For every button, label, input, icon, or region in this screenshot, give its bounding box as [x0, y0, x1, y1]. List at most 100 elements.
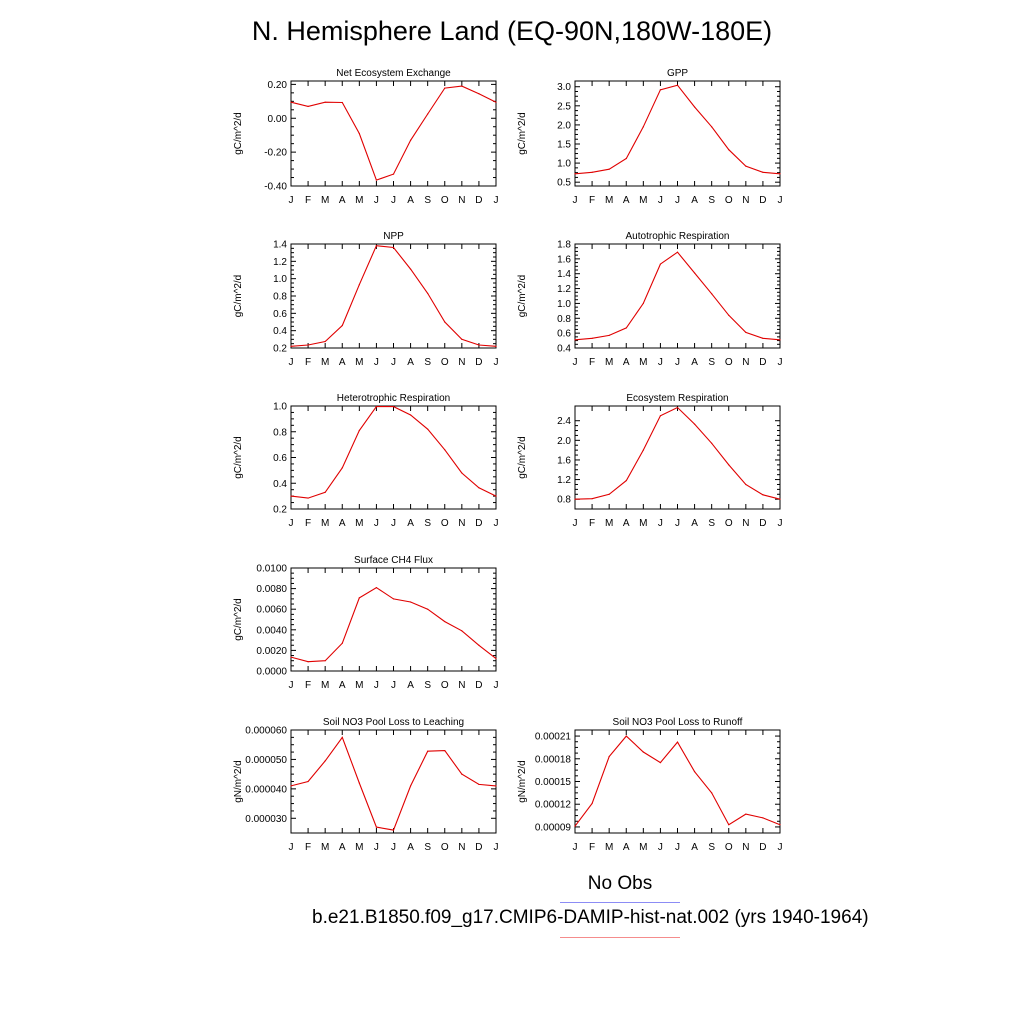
x-tick-label: S — [424, 195, 431, 206]
x-tick-label: F — [305, 680, 311, 691]
x-tick-label: M — [321, 357, 329, 368]
y-tick-label: 0.000030 — [245, 814, 287, 825]
y-tick-label: 1.0 — [557, 159, 571, 170]
data-point — [728, 149, 730, 151]
y-tick-label: 0.6 — [557, 329, 571, 340]
y-tick-label: 1.5 — [557, 140, 571, 151]
y-tick-label: 0.8 — [557, 314, 571, 325]
x-tick-label: J — [391, 195, 396, 206]
data-point — [427, 750, 429, 752]
x-tick-label: A — [623, 842, 630, 853]
data-point — [711, 126, 713, 128]
data-point — [608, 334, 610, 336]
x-tick-label: J — [675, 357, 680, 368]
x-tick-label: D — [475, 842, 482, 853]
x-tick-label: J — [494, 195, 499, 206]
data-point — [676, 84, 679, 86]
data-point — [745, 165, 747, 167]
y-tick-label: 0.8 — [273, 427, 287, 438]
data-point — [392, 173, 395, 175]
data-point — [591, 171, 593, 173]
data-point — [608, 493, 610, 495]
data-point — [495, 658, 497, 660]
x-tick-label: J — [391, 357, 396, 368]
data-point — [762, 337, 764, 339]
data-point — [307, 661, 309, 663]
data-point — [495, 495, 497, 497]
data-point — [495, 101, 497, 103]
x-tick-label: M — [605, 518, 613, 529]
data-point — [642, 126, 644, 128]
data-point — [625, 735, 627, 737]
x-tick-label: O — [441, 842, 449, 853]
x-tick-label: J — [778, 195, 783, 206]
x-tick-label: N — [458, 518, 465, 529]
data-point — [461, 338, 463, 340]
y-tick-label: 0.5 — [557, 178, 571, 189]
data-point — [625, 479, 627, 482]
data-point — [608, 755, 610, 758]
data-point — [762, 494, 764, 496]
y-tick-label: 0.0020 — [256, 646, 287, 657]
data-point — [341, 467, 343, 469]
x-tick-label: S — [424, 680, 431, 691]
x-tick-label: M — [355, 357, 363, 368]
data-point — [307, 497, 309, 499]
x-tick-label: M — [605, 842, 613, 853]
y-tick-label: 1.2 — [557, 475, 571, 486]
data-point — [659, 89, 662, 91]
x-tick-label: J — [658, 195, 663, 206]
x-tick-label: A — [407, 195, 414, 206]
y-tick-label: 1.0 — [273, 274, 287, 285]
data-point — [676, 741, 679, 743]
x-tick-label: M — [639, 195, 647, 206]
data-point — [358, 782, 360, 784]
x-tick-label: S — [424, 518, 431, 529]
x-tick-label: A — [407, 842, 414, 853]
data-point — [409, 785, 412, 787]
data-point — [728, 824, 730, 826]
y-tick-label: 0.6 — [273, 453, 287, 464]
data-point — [290, 345, 292, 347]
panel-title: Net Ecosystem Exchange — [336, 68, 451, 79]
y-tick-label: 1.2 — [273, 257, 287, 268]
data-point — [745, 331, 747, 333]
y-axis-label: gC/m^2/d — [233, 598, 244, 641]
y-tick-label: 0.00018 — [535, 754, 572, 765]
data-point — [693, 771, 696, 773]
y-tick-label: 1.4 — [557, 269, 571, 280]
data-point — [307, 105, 309, 108]
x-tick-label: M — [639, 357, 647, 368]
data-point — [676, 406, 679, 409]
x-tick-label: F — [305, 518, 311, 529]
data-point — [358, 284, 360, 286]
data-point — [392, 246, 395, 249]
y-tick-label: 0.00009 — [535, 822, 572, 833]
data-point — [444, 449, 446, 451]
x-tick-label: D — [475, 518, 482, 529]
panel-title: Surface CH4 Flux — [354, 555, 433, 566]
data-point — [693, 106, 696, 108]
series-line — [290, 245, 497, 347]
data-point — [341, 101, 343, 104]
x-tick-label: J — [573, 195, 578, 206]
data-point — [574, 173, 576, 175]
panel-1: Net Ecosystem Exchange gC/m^2/d -0.40 -0.20… — [233, 68, 499, 206]
plot-frame — [290, 567, 497, 672]
x-tick-label: O — [725, 195, 733, 206]
x-tick-label: N — [458, 195, 465, 206]
data-point — [779, 824, 781, 826]
series-line — [290, 85, 497, 181]
series-line — [574, 735, 781, 827]
x-tick-label: F — [589, 195, 595, 206]
data-point — [693, 423, 696, 425]
y-tick-label: 0.00012 — [535, 800, 572, 811]
x-tick-label: J — [289, 195, 294, 206]
data-point — [290, 785, 292, 787]
x-tick-label: J — [494, 680, 499, 691]
panel-7: Surface CH4 Flux gC/m^2/d 0.0000 0.0020 0.00… — [233, 555, 499, 691]
data-point — [375, 826, 378, 828]
x-tick-label: A — [339, 357, 346, 368]
y-tick-label: 0.000050 — [245, 755, 287, 766]
